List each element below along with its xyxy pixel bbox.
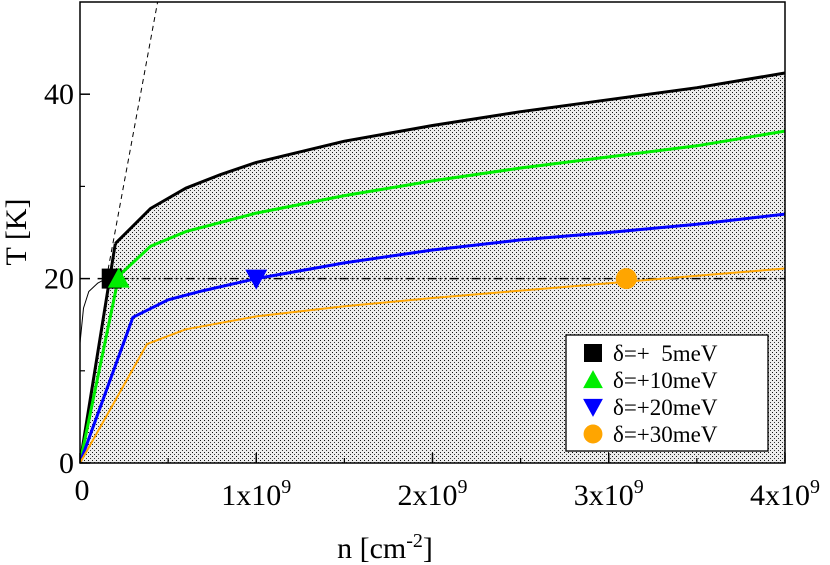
- data-point-delta-10mev: [107, 267, 130, 288]
- series-line-thin-curve: [80, 278, 107, 344]
- x-axis-label: n [cm-2]: [337, 530, 433, 565]
- x-tick-label: 0: [75, 474, 90, 507]
- x-tick-label: 1x109: [221, 476, 291, 512]
- y-axis-label: T [K]: [0, 199, 33, 266]
- legend-symbol-delta-20mev: [583, 398, 603, 417]
- x-tick-label: 4x109: [750, 476, 820, 512]
- data-point-delta-20mev: [245, 269, 268, 290]
- series-line-delta-20mev: [80, 212, 785, 463]
- x-tick-label: 3x109: [574, 476, 644, 512]
- series-line-dashed-line: [105, 2, 159, 279]
- marker-layer: [101, 267, 637, 290]
- legend-symbol-delta-5mev: [584, 344, 602, 362]
- data-point-delta-30mev: [615, 268, 637, 290]
- legend-label-delta-20mev: δ=+20meV: [613, 395, 718, 420]
- legend-label-delta-5mev: δ=+ 5meV: [613, 341, 718, 366]
- legend-symbol-delta-10mev: [583, 370, 603, 389]
- y-tick-label: 40: [44, 78, 74, 111]
- series-line-delta-30mev: [80, 267, 785, 463]
- legend-label-delta-10mev: δ=+10meV: [613, 368, 718, 393]
- y-tick-label: 20: [44, 263, 74, 296]
- y-tick-label: 0: [59, 447, 74, 480]
- series-line-delta-10mev: [80, 129, 785, 463]
- legend-symbol-delta-30mev: [583, 424, 603, 444]
- series-layer: [80, 2, 785, 463]
- legend-label-delta-30mev: δ=+30meV: [613, 422, 718, 447]
- series-line-boundary: [114, 71, 785, 245]
- tick-layer: 0 1x109 2x109 3x109 4x109 0 20 40: [44, 78, 820, 512]
- x-tick-label: 2x109: [398, 476, 468, 512]
